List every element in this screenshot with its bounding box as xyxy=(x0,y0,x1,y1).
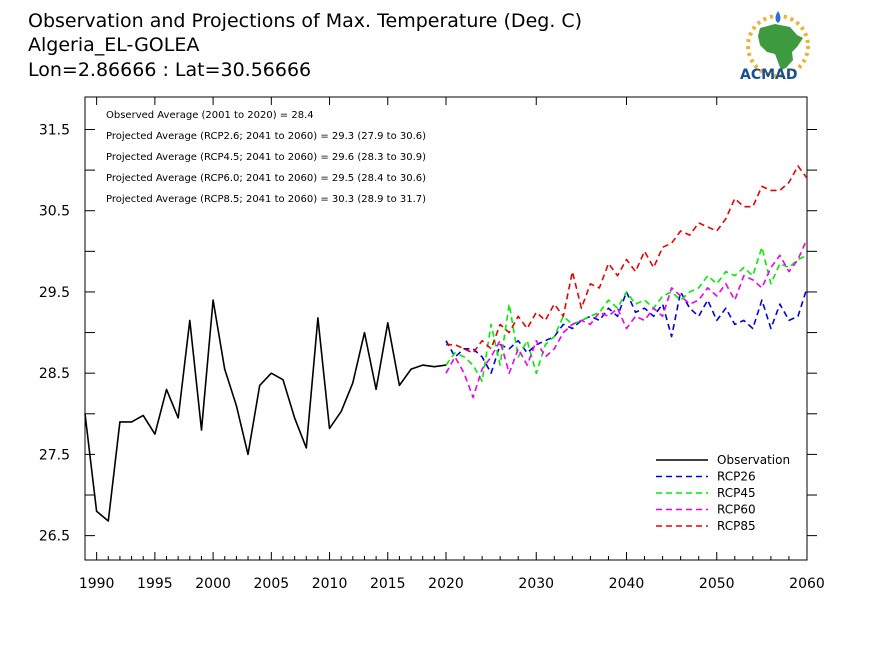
legend-label-rcp60: RCP60 xyxy=(717,503,756,517)
y-tick-label-30.5: 30.5 xyxy=(39,204,70,220)
annotations: Observed Average (2001 to 2020) = 28.4 P… xyxy=(106,110,426,205)
annotation-rcp26-average: Projected Average (RCP2.6; 2041 to 2060)… xyxy=(106,131,426,142)
y-tick-label-27.5: 27.5 xyxy=(39,447,70,463)
chart-subtitle-station: Algeria_EL-GOLEA xyxy=(28,34,199,56)
y-tick-label-26.5: 26.5 xyxy=(39,529,70,545)
x-tick-label-2040: 2040 xyxy=(609,576,645,592)
series-line-rcp45 xyxy=(445,246,808,383)
x-tick-labels: 1990 1995 2000 2005 2010 2015 2020 2030 2040 2050… xyxy=(79,576,825,592)
chart-subtitle-coordinates: Lon=2.86666 : Lat=30.56666 xyxy=(28,59,311,81)
legend-label-observation: Observation xyxy=(717,453,790,467)
series-line-rcp60 xyxy=(445,238,808,399)
x-tick-label-2030: 2030 xyxy=(518,576,554,592)
legend-label-rcp26: RCP26 xyxy=(717,470,756,484)
y-tick-label-28.5: 28.5 xyxy=(39,366,70,382)
x-tick-label-1995: 1995 xyxy=(137,576,173,592)
y-tick-label-31.5: 31.5 xyxy=(39,122,70,138)
series-line-rcp85 xyxy=(446,165,808,354)
y-tick-label-29.5: 29.5 xyxy=(39,285,70,301)
plot-frame xyxy=(84,96,808,561)
annotation-observed-average: Observed Average (2001 to 2020) = 28.4 xyxy=(106,110,314,121)
x-tick-label-2020: 2020 xyxy=(428,576,464,592)
acmad-logo: ACMAD xyxy=(740,11,810,83)
x-tick-label-2000: 2000 xyxy=(195,576,231,592)
axis-ticks xyxy=(85,97,817,560)
legend: Observation RCP26 RCP45 RCP60 RCP85 xyxy=(656,453,790,533)
annotation-rcp85-average: Projected Average (RCP8.5; 2041 to 2060)… xyxy=(106,194,426,205)
x-tick-label-2050: 2050 xyxy=(699,576,735,592)
legend-label-rcp45: RCP45 xyxy=(717,486,756,500)
series-layer xyxy=(84,165,808,522)
x-tick-label-2015: 2015 xyxy=(370,576,406,592)
annotation-rcp45-average: Projected Average (RCP4.5; 2041 to 2060)… xyxy=(106,152,426,163)
series-line-rcp26 xyxy=(445,287,808,375)
chart-title: Observation and Projections of Max. Temp… xyxy=(28,10,582,32)
africa-map-icon xyxy=(758,24,803,70)
annotation-rcp60-average: Projected Average (RCP6.0; 2041 to 2060)… xyxy=(106,173,426,184)
x-tick-label-2060: 2060 xyxy=(789,576,825,592)
x-tick-label-1990: 1990 xyxy=(79,576,115,592)
x-tick-label-2005: 2005 xyxy=(254,576,290,592)
x-tick-label-2010: 2010 xyxy=(312,576,348,592)
series-line-observation xyxy=(84,299,447,522)
y-tick-labels: 26.5 27.5 28.5 29.5 30.5 31.5 xyxy=(39,122,70,544)
logo-text: ACMAD xyxy=(740,67,798,83)
water-drop-icon xyxy=(775,11,781,23)
legend-label-rcp85: RCP85 xyxy=(717,519,756,533)
